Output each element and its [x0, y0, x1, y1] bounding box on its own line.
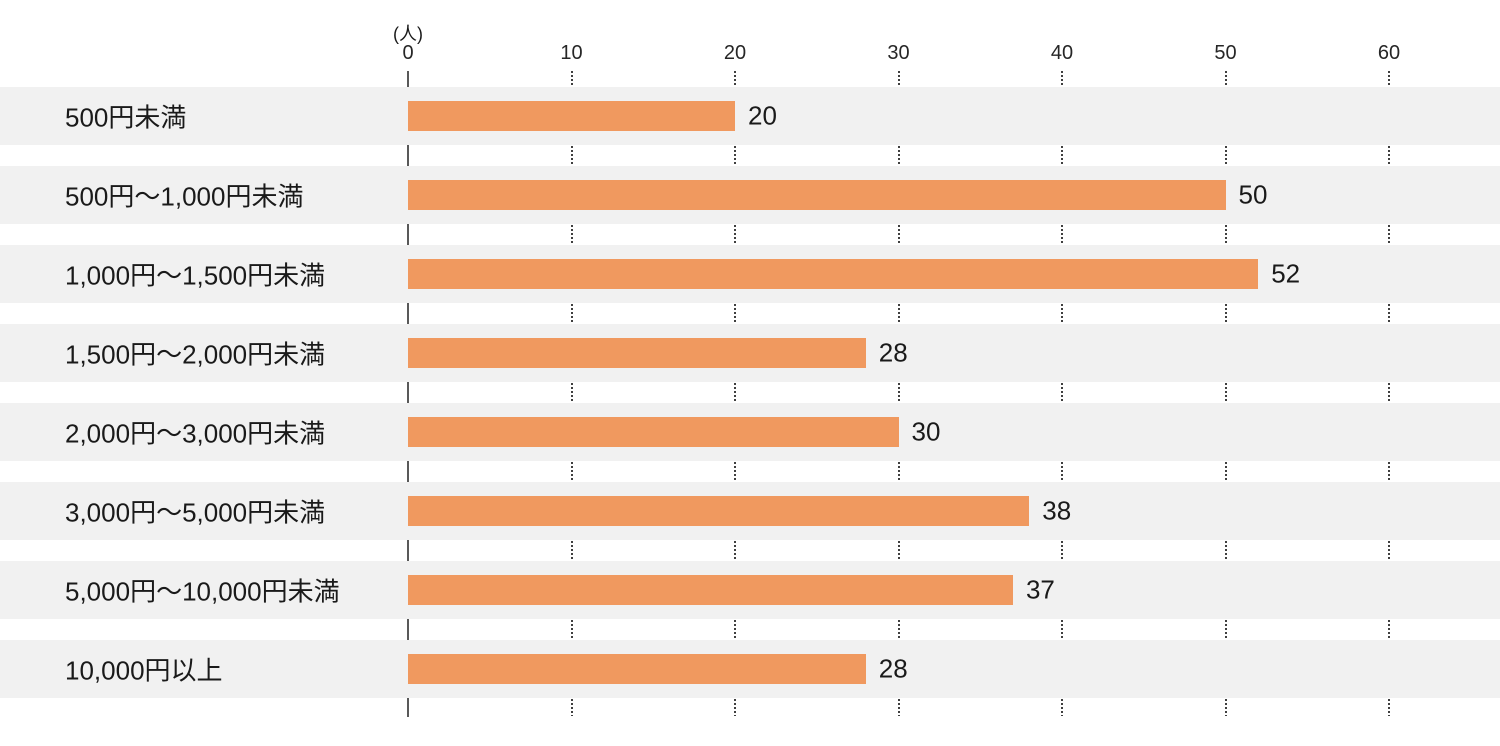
bar [408, 575, 1013, 605]
table-row: 10,000円以上 28 [0, 640, 1500, 698]
table-row: 1,500円〜2,000円未満 28 [0, 324, 1500, 382]
gridline-segment [1388, 225, 1390, 244]
bar [408, 654, 866, 684]
x-tick-label-50: 50 [1214, 42, 1237, 64]
gridline-segment [570, 225, 573, 244]
x-tick-label-40: 40 [1050, 42, 1074, 64]
table-row: 2,000円〜3,000円未満 30 [0, 403, 1500, 461]
gridline-segment [570, 146, 573, 165]
gridline-segment [1061, 620, 1063, 639]
gridline-segment [570, 541, 573, 560]
gridline-segment [1224, 304, 1227, 323]
gridline-segment [1061, 699, 1063, 716]
category-label: 5,000円〜10,000円未満 [65, 576, 340, 607]
x-tick-label-0: 0 [402, 42, 414, 64]
bar-value-label: 28 [878, 653, 908, 684]
gridline-segment [1061, 71, 1063, 86]
gridline-segment [1061, 383, 1063, 402]
gridline-segment [570, 462, 573, 481]
bar [408, 101, 735, 131]
category-label: 500円〜1,000円未満 [65, 181, 304, 212]
gridline-segment [1061, 541, 1063, 560]
category-label: 500円未満 [65, 102, 187, 133]
gridline-segment [897, 541, 900, 560]
gridline-segment [734, 225, 736, 244]
category-label: 10,000円以上 [65, 655, 223, 686]
gridline-segment [734, 146, 736, 165]
gridline-segment [734, 699, 736, 716]
gridline-segment [734, 71, 736, 86]
bar-value-label: 30 [911, 416, 941, 447]
gridline-segment [1388, 146, 1390, 165]
table-row: 1,000円〜1,500円未満 52 [0, 245, 1500, 303]
gridline-segment [1388, 383, 1390, 402]
gridline-segment [1388, 304, 1390, 323]
gridline-segment [1388, 699, 1390, 716]
table-row: 5,000円〜10,000円未満 37 [0, 561, 1500, 619]
category-label: 2,000円〜3,000円未満 [65, 418, 326, 449]
gridline-segment [734, 462, 736, 481]
table-row: 500円未満 20 [0, 87, 1500, 145]
bar [408, 338, 866, 368]
x-tick-label-20: 20 [723, 42, 747, 64]
gridline-segment [1224, 620, 1227, 639]
bar-value-label: 52 [1271, 258, 1301, 289]
gridline-segment [1224, 71, 1227, 86]
gridline-segment [570, 699, 573, 716]
gridline-segment [1061, 225, 1063, 244]
gridline-segment [1388, 462, 1390, 481]
bar-value-label: 28 [878, 337, 908, 368]
bar [408, 180, 1226, 210]
axis-unit-label: (人) [393, 24, 423, 44]
y-axis-line [407, 71, 409, 717]
gridline-segment [734, 383, 736, 402]
bar-value-label: 50 [1238, 179, 1268, 210]
gridline-segment [570, 383, 573, 402]
x-tick-label-10: 10 [560, 42, 583, 64]
x-tick-label-60: 60 [1377, 42, 1401, 64]
bar [408, 259, 1259, 289]
bar [408, 417, 899, 447]
category-label: 3,000円〜5,000円未満 [65, 497, 326, 528]
x-tick-label-30: 30 [887, 42, 910, 64]
gridline-segment [1061, 462, 1063, 481]
gridline-segment [897, 146, 900, 165]
bar-value-label: 37 [1025, 574, 1055, 605]
gridline-segment [1061, 146, 1063, 165]
gridline-segment [1224, 225, 1227, 244]
gridline-segment [1224, 383, 1227, 402]
gridline-segment [734, 620, 736, 639]
bar-value-label: 38 [1042, 495, 1072, 526]
gridline-segment [734, 304, 736, 323]
gridline-segment [1224, 541, 1227, 560]
gridline-segment [897, 462, 900, 481]
gridline-segment [1224, 699, 1227, 716]
gridline-segment [570, 304, 573, 323]
gridline-segment [1061, 304, 1063, 323]
gridline-segment [570, 620, 573, 639]
gridline-segment [897, 71, 900, 86]
gridline-segment [1224, 462, 1227, 481]
gridline-segment [897, 383, 900, 402]
table-row: 500円〜1,000円未満 50 [0, 166, 1500, 224]
gridline-segment [1388, 71, 1390, 86]
category-label: 1,500円〜2,000円未満 [65, 339, 326, 370]
gridline-segment [570, 71, 573, 86]
bar [408, 496, 1030, 526]
category-label: 1,000円〜1,500円未満 [65, 260, 326, 291]
bar-value-label: 20 [748, 100, 777, 131]
gridline-segment [1224, 146, 1227, 165]
gridline-segment [1388, 541, 1390, 560]
gridline-segment [897, 225, 900, 244]
gridline-segment [1388, 620, 1390, 639]
gridline-segment [734, 541, 736, 560]
gridline-segment [897, 304, 900, 323]
gridline-segment [897, 620, 900, 639]
table-row: 3,000円〜5,000円未満 38 [0, 482, 1500, 540]
gridline-segment [897, 699, 900, 716]
